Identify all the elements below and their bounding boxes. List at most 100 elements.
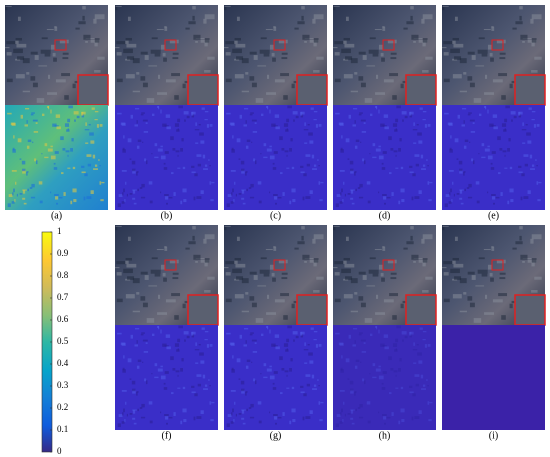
texture [116,41,126,45]
texture [454,16,458,21]
texture [368,269,379,274]
texture [333,267,338,269]
error-texture [339,342,344,346]
texture [140,296,146,301]
texture [6,78,13,83]
texture [368,49,379,54]
error-texture [536,165,538,167]
error-texture [421,388,426,390]
error-texture [336,194,341,198]
error-texture [191,165,195,168]
error-texture [384,202,387,205]
texture [224,47,229,49]
error-texture [363,342,366,344]
texture [406,21,414,25]
error-texture [277,416,282,419]
error-texture [164,151,169,154]
texture [150,49,161,54]
error-texture [240,380,245,385]
error-texture [122,149,126,153]
texture [241,58,249,64]
error-texture [86,154,92,157]
texture [6,52,12,56]
texture [499,272,506,275]
texture [509,303,513,309]
error-texture [180,200,183,205]
error-texture [50,145,53,148]
error-texture [300,385,304,388]
panel-label: (d) [379,210,391,221]
error-texture [275,202,278,205]
error-texture [300,331,305,335]
error-texture [401,331,407,335]
error-texture [382,371,387,374]
texture [225,261,235,265]
error-texture [372,376,377,379]
texture [389,293,399,297]
error-texture [274,416,278,420]
error-texture [402,119,404,122]
error-texture [137,139,142,143]
error-texture [310,327,314,330]
error-texture [42,113,45,117]
texture [225,52,231,56]
texture [390,277,397,280]
texture [235,43,246,48]
error-texture [412,173,416,177]
error-texture [312,388,317,390]
error-texture [55,196,59,200]
texture [22,58,30,64]
texture [172,272,179,275]
texture [341,268,351,274]
texture [501,95,506,100]
error-texture [160,155,166,160]
texture [422,258,428,263]
texture [185,247,190,250]
texture [515,21,523,25]
error-texture [126,193,128,197]
texture [151,257,158,260]
error-texture [416,124,419,126]
error-texture [245,171,247,176]
error-texture [449,192,451,196]
texture [490,57,494,62]
texture [157,312,168,315]
texture [411,254,419,260]
error-texture [141,332,145,334]
texture [151,37,158,40]
error-texture [424,124,427,128]
error-texture [382,125,387,127]
panel: (a) [5,5,109,221]
error-texture [177,348,179,351]
texture [422,69,429,73]
texture [125,37,132,41]
error-texture [422,339,426,341]
error-texture [209,181,212,185]
texture [259,49,270,54]
error-texture [81,171,86,174]
texture [454,276,462,280]
error-texture [363,122,366,124]
texture [204,42,208,47]
error-texture [510,111,516,115]
error-texture [166,422,169,425]
texture [125,74,135,79]
texture [162,52,166,57]
error-texture [89,132,94,136]
texture [443,78,450,83]
error-texture [67,154,69,157]
error-texture [182,386,186,390]
error-texture [269,191,271,194]
error-texture [417,132,422,136]
error-texture [145,160,148,165]
error-texture [154,156,159,159]
error-texture [238,378,241,380]
error-texture [426,159,428,162]
zoom-box [164,259,177,271]
error-texture [31,112,35,114]
error-texture [424,344,427,348]
error-texture [492,196,496,200]
zoom-box [491,259,504,271]
error-texture [122,192,124,196]
error-texture [121,170,127,172]
